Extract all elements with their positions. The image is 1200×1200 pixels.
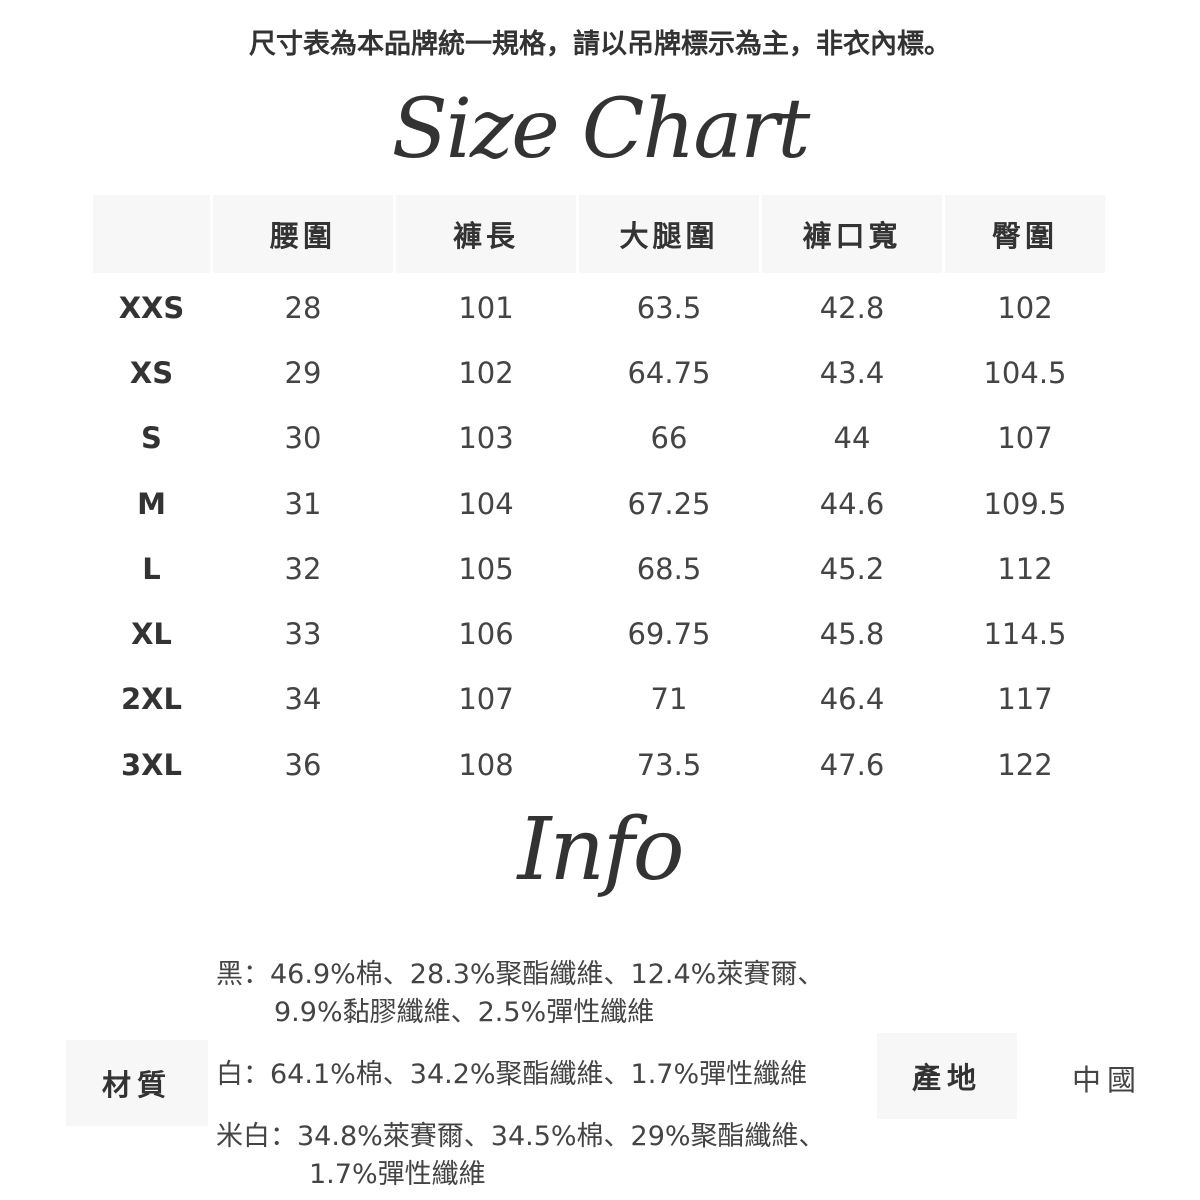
table-cell: 64.75 — [627, 355, 711, 390]
table-cell: 112 — [997, 551, 1053, 586]
table-row: XL 33 106 69.75 45.8 114.5 — [93, 601, 1108, 666]
material-line: 1.7%彈性纖維 — [309, 1159, 486, 1190]
size-notice: 尺寸表為本品牌統一規格，請以吊牌標示為主，非衣內標。 — [249, 29, 951, 60]
table-cell: 43.4 — [819, 355, 885, 390]
material-line: 9.9%黏膠纖維、2.5%彈性纖維 — [274, 997, 655, 1028]
table-cell: 34 — [284, 682, 322, 717]
table-row: L 32 105 68.5 45.2 112 — [93, 536, 1108, 601]
header-cell-thigh: 大腿圍 — [579, 195, 759, 273]
table-row: 3XL 36 108 73.5 47.6 122 — [93, 732, 1108, 797]
material-line: 白：64.1%棉、34.2%聚酯纖維、1.7%彈性纖維 — [216, 1059, 808, 1090]
material-line: 黑：46.9%棉、28.3%聚酯纖維、12.4%萊賽爾、 — [216, 959, 825, 990]
origin-value: 中國 — [1072, 1063, 1143, 1097]
table-cell: 32 — [284, 551, 322, 586]
table-cell: 45.2 — [819, 551, 885, 586]
table-cell: 31 — [284, 486, 322, 521]
table-cell: 71 — [650, 682, 688, 717]
header-cell-length: 褲長 — [396, 195, 576, 273]
table-cell: 44.6 — [819, 486, 885, 521]
table-cell: 29 — [284, 355, 322, 390]
table-row: M 31 104 67.25 44.6 109.5 — [93, 471, 1108, 536]
origin-label: 產地 — [877, 1033, 1017, 1119]
table-row: 2XL 34 107 71 46.4 117 — [93, 667, 1108, 732]
table-cell: 68.5 — [636, 551, 702, 586]
table-cell: 107 — [997, 421, 1053, 456]
table-cell: 102 — [997, 290, 1053, 325]
table-cell: 63.5 — [636, 290, 702, 325]
table-cell: 109.5 — [983, 486, 1067, 521]
header-cell-hem: 褲口寬 — [762, 195, 942, 273]
table-header-row: 腰圍 褲長 大腿圍 褲口寬 臀圍 — [93, 195, 1108, 273]
table-cell: 44 — [833, 421, 871, 456]
header-cell — [93, 195, 210, 273]
table-cell: 106 — [458, 617, 514, 652]
table-cell: 107 — [458, 682, 514, 717]
header-cell-waist: 腰圍 — [213, 195, 393, 273]
table-row: S 30 103 66 44 107 — [93, 406, 1108, 471]
table-cell: 28 — [284, 290, 322, 325]
table-cell: 104 — [458, 486, 514, 521]
table-cell: 66 — [650, 421, 688, 456]
table-cell: 103 — [458, 421, 514, 456]
table-cell: 114.5 — [983, 617, 1067, 652]
info-title: Info — [517, 800, 685, 900]
size-label: S — [141, 421, 162, 456]
size-table: 腰圍 褲長 大腿圍 褲口寬 臀圍 XXS 28 101 63.5 42.8 102 XS 29… — [93, 195, 1108, 797]
table-cell: 117 — [997, 682, 1053, 717]
table-cell: 73.5 — [636, 747, 702, 782]
table-body: XXS 28 101 63.5 42.8 102 XS 29 102 64.75 43.4 104.5… — [93, 275, 1108, 797]
table-cell: 108 — [458, 747, 514, 782]
size-label: XS — [129, 355, 174, 390]
material-line: 米白：34.8%萊賽爾、34.5%棉、29%聚酯纖維、 — [216, 1121, 826, 1152]
table-cell: 42.8 — [819, 290, 885, 325]
table-cell: 36 — [284, 747, 322, 782]
table-cell: 45.8 — [819, 617, 885, 652]
table-cell: 30 — [284, 421, 322, 456]
table-cell: 104.5 — [983, 355, 1067, 390]
size-chart-title: Size Chart — [391, 82, 811, 177]
table-cell: 69.75 — [627, 617, 711, 652]
size-label: M — [137, 486, 166, 521]
size-label: 3XL — [120, 747, 183, 782]
table-cell: 47.6 — [819, 747, 885, 782]
material-label: 材質 — [66, 1040, 208, 1126]
table-cell: 33 — [284, 617, 322, 652]
table-row: XXS 28 101 63.5 42.8 102 — [93, 275, 1108, 340]
table-cell: 101 — [458, 290, 514, 325]
table-cell: 46.4 — [819, 682, 885, 717]
size-label: XXS — [118, 290, 185, 325]
header-cell-hip: 臀圍 — [945, 195, 1105, 273]
table-cell: 102 — [458, 355, 514, 390]
size-label: L — [142, 551, 161, 586]
table-cell: 67.25 — [627, 486, 711, 521]
table-row: XS 29 102 64.75 43.4 104.5 — [93, 340, 1108, 405]
size-label: XL — [131, 617, 172, 652]
size-label: 2XL — [120, 682, 183, 717]
table-cell: 105 — [458, 551, 514, 586]
table-cell: 122 — [997, 747, 1053, 782]
